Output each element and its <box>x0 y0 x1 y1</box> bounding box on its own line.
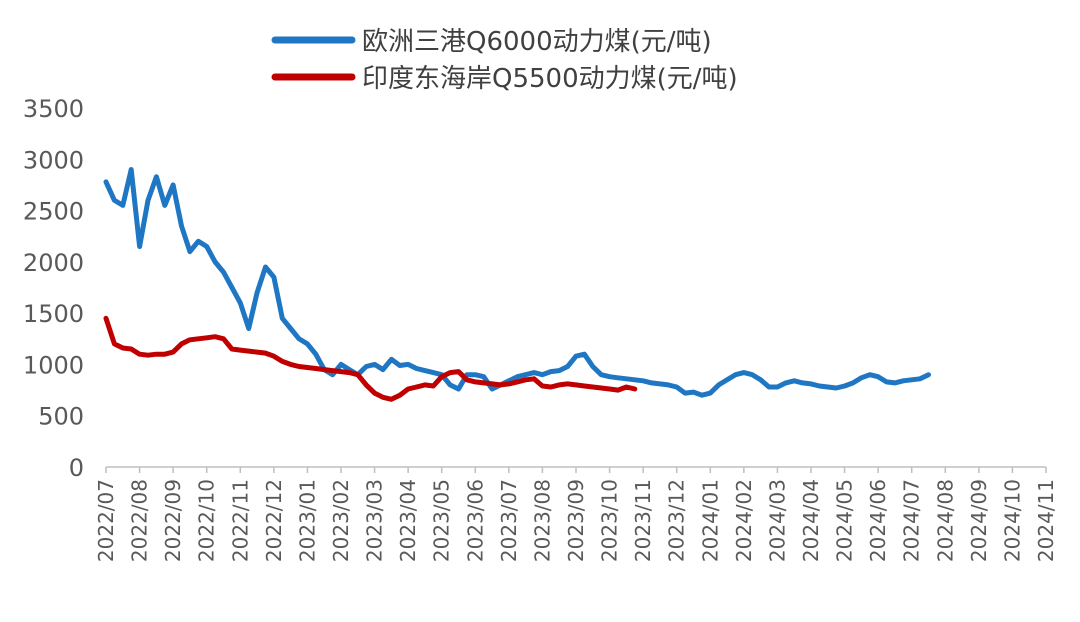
y-tick-label: 3500 <box>23 95 84 123</box>
plot-area <box>103 167 931 402</box>
x-tick-label: 2024/11 <box>1034 479 1058 562</box>
x-tick-label: 2023/06 <box>463 479 487 562</box>
x-tick-label: 2024/03 <box>765 479 789 562</box>
x-tick-label: 2022/11 <box>228 479 252 562</box>
x-tick-label: 2023/10 <box>598 479 622 562</box>
x-tick-label: 2024/02 <box>732 479 756 562</box>
x-tick-label: 2023/03 <box>363 479 387 562</box>
x-tick-label: 2022/10 <box>195 479 219 562</box>
x-tick-label: 2024/05 <box>833 479 857 562</box>
x-tick-label: 2024/10 <box>1000 479 1024 562</box>
x-axis: 2022/07 2022/08 2022/09 2022/10 2022/11 2022/… <box>94 466 1058 562</box>
x-tick-label: 2023/02 <box>329 479 353 562</box>
x-tick-label: 2024/08 <box>933 479 957 562</box>
y-tick-label: 1000 <box>23 351 84 379</box>
series-line-europe <box>103 167 931 398</box>
legend-label-europe: 欧洲三港Q6000动力煤(元/吨) <box>362 27 712 57</box>
y-tick-label: 0 <box>69 454 84 482</box>
x-tick-label: 2024/04 <box>799 479 823 562</box>
x-tick-label: 2022/12 <box>262 479 286 562</box>
x-tick-label: 2024/09 <box>967 479 991 562</box>
x-tick-label: 2023/12 <box>665 479 689 562</box>
x-tick-label: 2023/09 <box>564 479 588 562</box>
x-tick-label: 2023/01 <box>295 479 319 562</box>
y-axis: 0 500 1000 1500 2000 2500 3000 3500 <box>23 95 84 482</box>
x-tick-label: 2023/04 <box>396 479 420 562</box>
x-tick-label: 2023/08 <box>530 479 554 562</box>
x-tick-label: 2022/08 <box>128 479 152 562</box>
y-tick-label: 3000 <box>23 146 84 174</box>
legend: 欧洲三港Q6000动力煤(元/吨) 印度东海岸Q5500动力煤(元/吨) <box>271 27 738 94</box>
y-tick-label: 1500 <box>23 300 84 328</box>
x-tick-label: 2024/07 <box>900 479 924 562</box>
x-tick-label: 2022/07 <box>94 479 118 562</box>
x-tick-label: 2023/07 <box>497 479 521 562</box>
legend-label-india: 印度东海岸Q5500动力煤(元/吨) <box>362 64 738 94</box>
y-tick-label: 2000 <box>23 249 84 277</box>
y-tick-label: 500 <box>38 403 84 431</box>
x-tick-label: 2023/05 <box>430 479 454 562</box>
x-tick-label: 2023/11 <box>631 479 655 562</box>
x-tick-label: 2024/06 <box>866 479 890 562</box>
y-tick-label: 2500 <box>23 198 84 226</box>
series-line-india <box>103 315 638 402</box>
x-tick-label: 2024/01 <box>698 479 722 562</box>
x-tick-label: 2022/09 <box>161 479 185 562</box>
